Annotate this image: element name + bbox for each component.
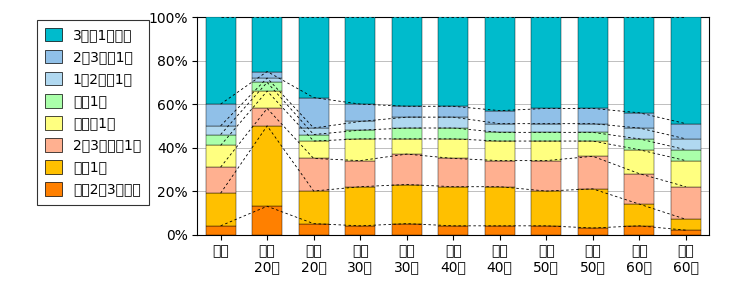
Bar: [438, 17, 469, 106]
Bar: [624, 128, 654, 139]
Bar: [392, 106, 422, 117]
Bar: [298, 17, 329, 98]
Bar: [485, 132, 515, 141]
Bar: [252, 82, 282, 91]
Bar: [531, 161, 561, 191]
Bar: [392, 128, 422, 139]
Bar: [205, 193, 235, 226]
Bar: [298, 191, 329, 224]
Bar: [577, 141, 608, 156]
Bar: [205, 104, 235, 126]
Bar: [205, 134, 235, 145]
Bar: [252, 206, 282, 235]
Bar: [438, 139, 469, 158]
Bar: [485, 17, 515, 111]
Bar: [392, 224, 422, 235]
Bar: [345, 104, 375, 122]
Bar: [298, 128, 329, 134]
Bar: [252, 72, 282, 78]
Bar: [577, 132, 608, 141]
Bar: [205, 167, 235, 193]
Bar: [671, 139, 701, 150]
Bar: [531, 17, 561, 108]
Bar: [298, 141, 329, 158]
Bar: [438, 128, 469, 139]
Bar: [485, 111, 515, 124]
Bar: [438, 158, 469, 187]
Bar: [624, 17, 654, 113]
Bar: [438, 187, 469, 226]
Bar: [531, 132, 561, 141]
Bar: [345, 187, 375, 226]
Bar: [205, 226, 235, 235]
Bar: [671, 17, 701, 124]
Bar: [345, 161, 375, 187]
Bar: [205, 126, 235, 134]
Bar: [298, 98, 329, 128]
Bar: [345, 139, 375, 161]
Bar: [485, 187, 515, 226]
Bar: [624, 113, 654, 128]
Bar: [671, 161, 701, 187]
Bar: [252, 108, 282, 126]
Bar: [252, 91, 282, 108]
Bar: [345, 226, 375, 235]
Bar: [671, 124, 701, 139]
Bar: [205, 145, 235, 167]
Bar: [252, 126, 282, 206]
Bar: [485, 161, 515, 187]
Bar: [252, 78, 282, 82]
Bar: [392, 154, 422, 184]
Bar: [624, 226, 654, 235]
Bar: [577, 108, 608, 124]
Bar: [671, 230, 701, 235]
Bar: [298, 134, 329, 141]
Bar: [252, 17, 282, 72]
Bar: [624, 174, 654, 204]
Bar: [671, 187, 701, 219]
Bar: [392, 117, 422, 128]
Bar: [392, 17, 422, 106]
Bar: [392, 139, 422, 154]
Bar: [531, 141, 561, 161]
Bar: [485, 226, 515, 235]
Bar: [577, 17, 608, 108]
Bar: [624, 204, 654, 226]
Bar: [531, 108, 561, 124]
Bar: [345, 130, 375, 139]
Bar: [485, 141, 515, 161]
Bar: [577, 189, 608, 228]
Bar: [485, 124, 515, 132]
Legend: 3年に1回未満, 2〜3年に1回, 1〜2年に1回, 年に1回, 半年に1回, 2〜3カ月に1回, 月に1回, 月に2〜3回以上: 3年に1回未満, 2〜3年に1回, 1〜2年に1回, 年に1回, 半年に1回, …: [37, 20, 150, 205]
Bar: [531, 124, 561, 132]
Bar: [298, 224, 329, 235]
Bar: [577, 228, 608, 235]
Bar: [577, 156, 608, 189]
Bar: [671, 219, 701, 230]
Bar: [577, 124, 608, 132]
Bar: [345, 17, 375, 104]
Bar: [345, 122, 375, 130]
Bar: [671, 150, 701, 161]
Bar: [298, 158, 329, 191]
Bar: [531, 226, 561, 235]
Bar: [624, 150, 654, 174]
Bar: [438, 226, 469, 235]
Bar: [392, 184, 422, 224]
Bar: [624, 139, 654, 150]
Bar: [438, 117, 469, 128]
Bar: [531, 191, 561, 226]
Bar: [205, 17, 235, 104]
Bar: [438, 106, 469, 117]
